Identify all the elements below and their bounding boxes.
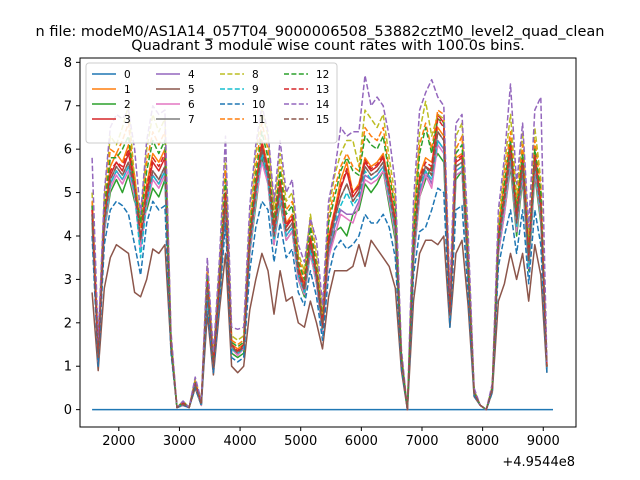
legend-label-15: 15	[316, 114, 329, 126]
legend-label-7: 7	[188, 114, 195, 126]
legend-label-14: 14	[316, 99, 330, 111]
y-tick-label: 4	[64, 229, 72, 244]
legend-label-1: 1	[124, 84, 131, 96]
legend-label-12: 12	[316, 69, 329, 81]
legend-label-5: 5	[188, 84, 195, 96]
y-axis-ticks: 0 1 2 3 4 5 6 7 8	[64, 56, 80, 418]
x-tick-label: 5000	[284, 434, 317, 449]
legend-label-6: 6	[188, 99, 195, 111]
legend-label-9: 9	[252, 84, 259, 96]
legend-label-0: 0	[124, 69, 131, 81]
legend-label-4: 4	[188, 69, 195, 81]
legend-label-10: 10	[252, 99, 265, 111]
series-line-14	[91, 74, 548, 411]
x-tick-label: 8000	[466, 434, 499, 449]
y-tick-label: 8	[64, 56, 72, 71]
x-tick-label: 7000	[405, 434, 438, 449]
chart-title: Quadrant 3 module wise count rates with …	[131, 38, 525, 54]
figure-suptitle: n file: modeM0/AS1A14_057T04_9000006508_…	[36, 24, 605, 40]
series-line-13	[91, 118, 548, 411]
legend-label-3: 3	[124, 114, 131, 126]
y-tick-label: 6	[64, 143, 72, 158]
y-tick-label: 3	[64, 273, 72, 288]
legend-label-8: 8	[252, 69, 259, 81]
y-tick-label: 0	[64, 403, 72, 418]
series-line-15	[91, 131, 548, 411]
legend-label-2: 2	[124, 99, 131, 111]
legend-label-11: 11	[252, 114, 265, 126]
series-line-11	[91, 109, 548, 411]
y-tick-label: 7	[64, 99, 72, 114]
x-tick-label: 3000	[163, 434, 196, 449]
series-line-8	[91, 100, 548, 411]
x-tick-label: 2000	[102, 434, 135, 449]
x-axis-offset-label: +4.9544e8	[502, 455, 575, 470]
x-tick-label: 9000	[527, 434, 560, 449]
x-axis-ticks: 2000 3000 4000 5000 6000 7000 8000 9000	[102, 427, 560, 449]
x-tick-label: 4000	[224, 434, 257, 449]
plot-lines	[91, 74, 553, 411]
y-tick-label: 2	[64, 316, 72, 331]
legend-label-13: 13	[316, 84, 329, 96]
y-tick-label: 1	[64, 360, 72, 375]
y-tick-label: 5	[64, 186, 72, 201]
x-tick-label: 6000	[345, 434, 378, 449]
series-line-12	[91, 118, 548, 411]
axes-border	[79, 57, 577, 428]
axes-frame	[79, 57, 577, 428]
legend-box	[85, 62, 338, 144]
